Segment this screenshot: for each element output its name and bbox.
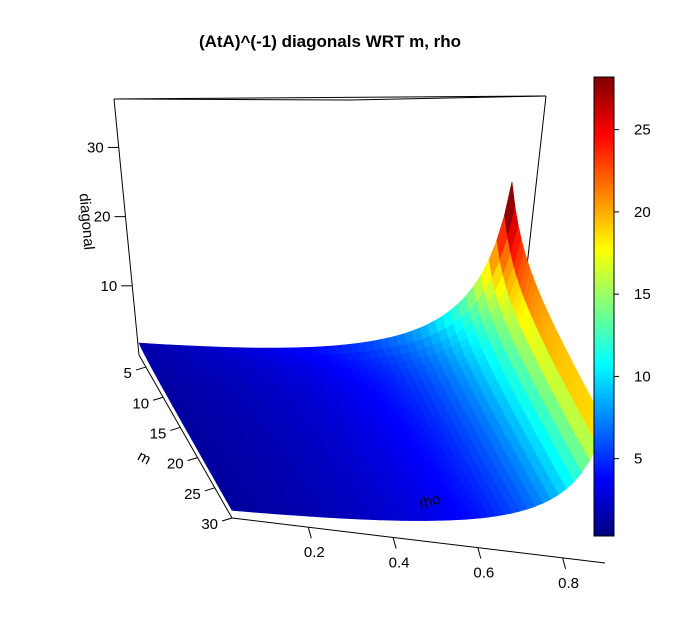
z-tick-label: 10 xyxy=(101,278,118,295)
rho-tick-label: 0.6 xyxy=(473,565,494,582)
rho-tick-label: 0.4 xyxy=(389,554,410,571)
colorbar-tick-label: 5 xyxy=(634,451,642,468)
m-tick-mark xyxy=(187,457,198,462)
colorbar-ticks: 5 10 15 20 25 xyxy=(614,122,651,468)
m-tick-label: 5 xyxy=(124,365,132,382)
z-tick-label: 30 xyxy=(87,139,104,156)
box-edge-left-vertical xyxy=(113,98,140,356)
z-axis-label: diagonal xyxy=(76,193,98,251)
colorbar-tick-label: 15 xyxy=(634,286,651,303)
colorbar: 5 10 15 20 25 xyxy=(593,76,651,537)
m-tick-label: 30 xyxy=(201,516,218,533)
chart-title: (AtA)^(-1) diagonals WRT m, rho xyxy=(199,32,461,51)
box-edge-top-left xyxy=(113,98,351,101)
m-tick-label: 20 xyxy=(167,456,184,473)
rho-tick-mark xyxy=(562,557,567,570)
rho-tick-mark xyxy=(307,527,312,539)
colorbar-tick-label: 20 xyxy=(634,204,651,221)
colorbar-tick-label: 25 xyxy=(634,122,651,139)
surface-cell xyxy=(228,504,241,512)
m-tick-label: 25 xyxy=(184,486,201,503)
m-tick-label: 10 xyxy=(132,395,149,412)
colorbar-strip xyxy=(593,76,615,537)
m-tick-mark xyxy=(204,487,215,492)
m-tick-label: 15 xyxy=(150,425,167,442)
surface xyxy=(138,181,606,521)
z-axis: 10 20 30 xyxy=(87,139,133,295)
rho-axis-line xyxy=(231,517,606,564)
box-back-edges xyxy=(113,95,547,401)
m-axis-line xyxy=(138,354,233,519)
box-edge-top-back xyxy=(113,95,547,100)
box-edge-top-right xyxy=(349,95,547,101)
m-tick-mark xyxy=(152,396,164,401)
m-tick-mark xyxy=(221,517,233,522)
rho-tick-mark xyxy=(477,547,482,559)
m-tick-mark xyxy=(170,426,181,431)
rho-tick-mark xyxy=(392,537,397,549)
m-axis-label: m xyxy=(135,448,154,469)
m-tick-mark xyxy=(135,366,147,371)
z-tick-label: 20 xyxy=(94,209,111,226)
colorbar-tick-label: 10 xyxy=(634,368,651,385)
rho-tick-label: 0.8 xyxy=(558,575,579,592)
rho-axis-label: rho xyxy=(417,491,443,513)
rho-tick-label: 0.2 xyxy=(304,544,325,561)
rho-axis: 0.2 0.4 0.6 0.8 xyxy=(231,517,606,592)
